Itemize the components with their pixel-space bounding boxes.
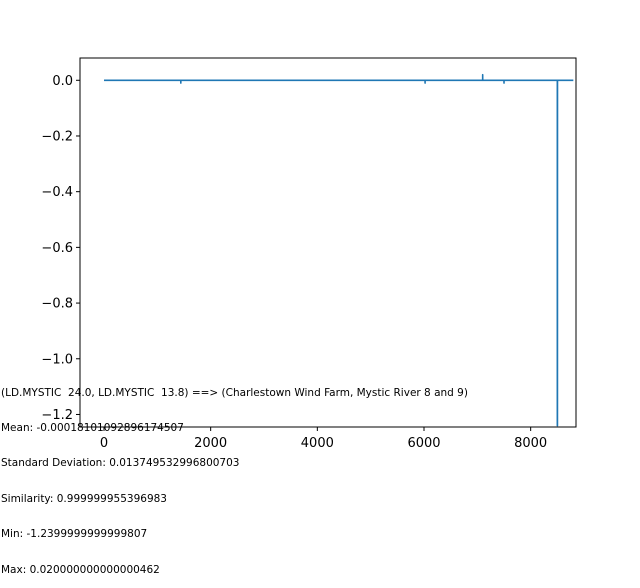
x-tick-label: 2000	[194, 436, 227, 451]
x-tick-label: 6000	[407, 436, 440, 451]
series-line-0	[104, 73, 574, 427]
y-tick-label: −1.0	[41, 352, 73, 367]
y-tick-label: −0.4	[41, 185, 73, 200]
y-tick-label: −0.2	[41, 129, 73, 144]
series-layer	[104, 73, 574, 427]
x-tick-label: 8000	[514, 436, 547, 451]
line-chart: 0 2000 4000 6000 8000 0.0 −0.2 −0.4 −0.6 −0.8 −1.0…	[41, 57, 577, 451]
statistics-text: (LD.MYSTIC 24.0, LD.MYSTIC 13.8) ==> (Ch…	[1, 364, 468, 588]
y-tick-label: −0.8	[41, 297, 73, 312]
y-tick-label: −1.2	[41, 408, 73, 423]
x-tick-label: 0	[100, 436, 108, 451]
stats-line-min: Min: -1.2399999999999807	[1, 528, 148, 541]
y-tick-label: −0.6	[41, 241, 73, 256]
y-tick-label: 0.0	[52, 74, 73, 89]
stats-line-pair: (LD.MYSTIC 24.0, LD.MYSTIC 13.8) ==> (Ch…	[1, 386, 468, 399]
stats-line-max: Max: 0.020000000000000462	[1, 563, 160, 576]
plot-area	[80, 58, 576, 427]
stats-line-mean: Mean: -0.00018101092896174507	[1, 421, 184, 434]
ticks-layer: 0 2000 4000 6000 8000 0.0 −0.2 −0.4 −0.6 −0.8 −1.0…	[41, 74, 547, 451]
stats-line-similarity: Similarity: 0.999999955396983	[1, 492, 167, 505]
stats-line-std: Standard Deviation: 0.013749532996800703	[1, 457, 240, 470]
x-tick-label: 4000	[301, 436, 334, 451]
axes-frame	[79, 57, 577, 428]
